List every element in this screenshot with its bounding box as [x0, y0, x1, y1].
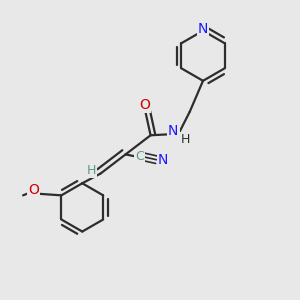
Text: N: N	[198, 22, 208, 36]
Text: N: N	[158, 153, 168, 167]
Text: C: C	[135, 150, 144, 163]
Text: N: N	[168, 124, 178, 138]
Text: H: H	[180, 133, 190, 146]
Text: H: H	[86, 164, 96, 177]
Text: O: O	[139, 98, 150, 112]
Text: O: O	[28, 183, 39, 197]
